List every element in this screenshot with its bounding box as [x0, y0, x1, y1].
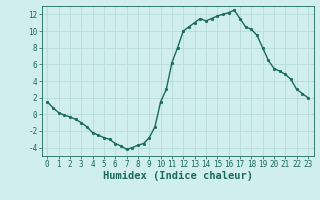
- X-axis label: Humidex (Indice chaleur): Humidex (Indice chaleur): [103, 171, 252, 181]
